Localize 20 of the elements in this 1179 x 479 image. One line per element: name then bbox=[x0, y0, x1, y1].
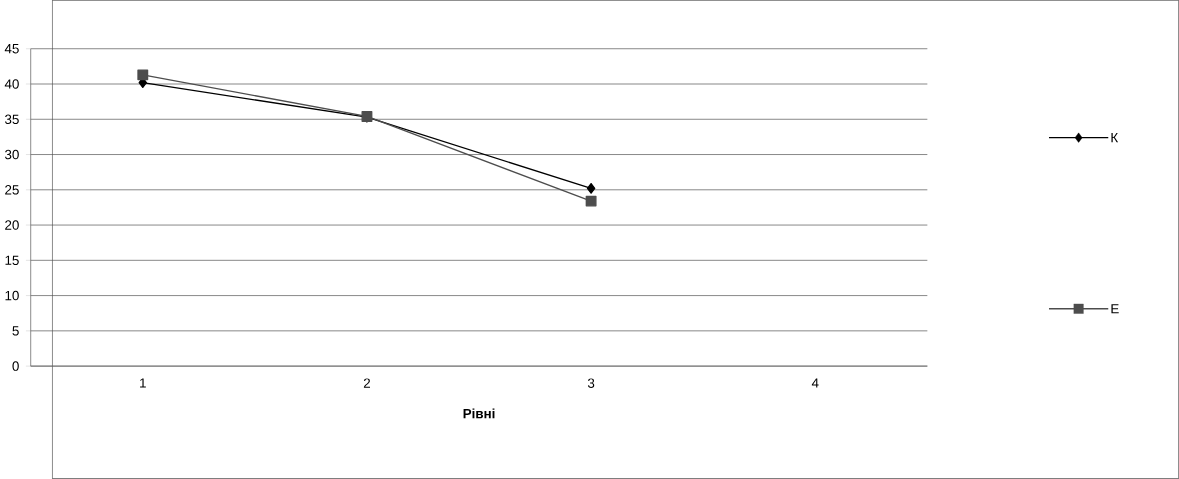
x-tick-label: 3 bbox=[587, 378, 595, 388]
point bbox=[137, 69, 149, 81]
y-tick-label: 0 bbox=[12, 361, 19, 371]
y-tick-label: 45 bbox=[4, 44, 19, 54]
y-tick-label: 10 bbox=[5, 290, 19, 301]
y-tick-label: 5 bbox=[12, 326, 19, 336]
y-tick-label: 15 bbox=[5, 255, 19, 266]
x-tick-label: 1 bbox=[140, 378, 146, 388]
x-tick-label: 4 bbox=[811, 378, 819, 388]
x-tick-label: 2 bbox=[363, 378, 370, 388]
y-tick-label: 40 bbox=[4, 79, 19, 89]
point bbox=[586, 182, 596, 194]
legend-label: К bbox=[1111, 133, 1119, 143]
y-tick-label: 20 bbox=[5, 220, 19, 230]
legend-label: Е bbox=[1111, 304, 1119, 314]
x-axis-title: Рівні bbox=[463, 408, 495, 419]
y-tick-label: 25 bbox=[5, 185, 19, 195]
y-tick-label: 35 bbox=[4, 114, 19, 125]
y-tick-label: 30 bbox=[4, 149, 19, 160]
point bbox=[585, 195, 597, 207]
